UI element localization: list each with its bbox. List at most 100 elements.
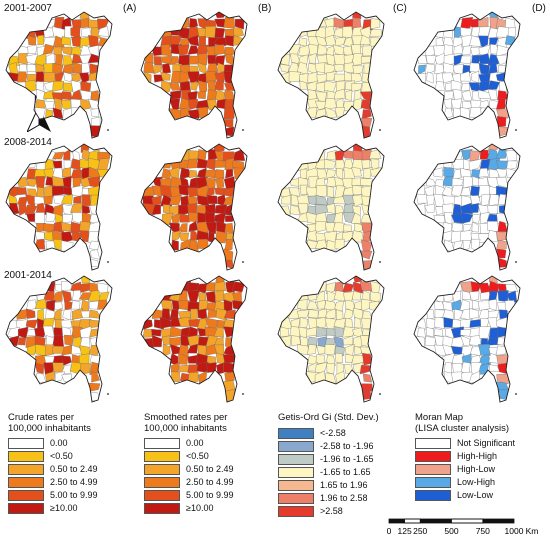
legend-item: -2.58 to -1.96 [278, 441, 408, 453]
scale-tick-500: 500 [444, 526, 458, 536]
municipality-polygon [205, 222, 217, 235]
legend-label: ≥10.00 [186, 503, 214, 513]
municipality-polygon [61, 91, 73, 101]
municipality-polygon [288, 71, 301, 83]
municipality-polygon [62, 214, 73, 224]
legend-crude-title-2: 100,000 inhabitants [8, 423, 91, 434]
municipality-polygon [416, 194, 428, 204]
scale-tick-1000: 1000 [505, 526, 524, 536]
municipality-polygon [434, 63, 445, 74]
legend-label: 5.00 to 9.99 [50, 490, 98, 500]
municipality-polygon [361, 317, 372, 330]
municipality-polygon [471, 221, 479, 233]
map-crude-2001-2007 [5, 11, 113, 139]
legend-label: High-High [457, 451, 498, 461]
municipality-polygon [160, 80, 173, 93]
municipality-polygon [352, 184, 364, 195]
legend-swatch [278, 493, 314, 504]
map-smoothed-2008-2014 [140, 143, 248, 271]
municipality-polygon [151, 65, 163, 75]
legend-label: <0.50 [186, 451, 209, 461]
municipality-polygon [90, 108, 100, 118]
municipality-polygon [344, 353, 355, 363]
legend-item: ≥10.00 [8, 503, 133, 515]
municipality-polygon [453, 63, 464, 76]
municipality-polygon [495, 54, 509, 65]
municipality-polygon [497, 193, 509, 206]
legend-label: <-2.58 [320, 428, 346, 438]
municipality-polygon [424, 45, 435, 57]
municipality-polygon [143, 61, 155, 74]
municipality-polygon [204, 317, 218, 330]
municipality-polygon [325, 168, 337, 180]
municipality-polygon [61, 194, 73, 205]
municipality-polygon [223, 326, 234, 338]
legend-label: Low-Low [457, 490, 494, 500]
municipality-polygon [370, 158, 380, 171]
municipality-polygon [52, 362, 64, 373]
municipality-polygon [214, 344, 225, 358]
municipality-polygon [343, 364, 355, 374]
legend-label: 0.00 [50, 438, 68, 448]
municipality-polygon [54, 371, 65, 383]
legend-item: >2.58 [278, 506, 408, 518]
municipality-polygon [151, 204, 161, 215]
municipality-polygon [206, 99, 218, 111]
municipality-polygon [353, 98, 362, 111]
municipality-polygon [89, 204, 101, 216]
municipality-polygon [51, 185, 65, 197]
municipality-polygon [452, 168, 462, 181]
municipality-polygon [307, 344, 317, 355]
municipality-polygon [73, 195, 82, 204]
municipality-polygon [205, 282, 216, 292]
municipality-polygon [369, 29, 383, 37]
municipality-polygon [308, 52, 317, 64]
municipality-polygon [434, 317, 446, 330]
legend-item: High-High [415, 451, 545, 463]
municipality-polygon [488, 276, 498, 284]
legend-label: 1.65 to 1.96 [320, 480, 368, 490]
municipality-polygon [469, 203, 480, 213]
map-crude-2008-2014 [5, 143, 113, 271]
legend-item: 2.50 to 4.99 [8, 477, 133, 489]
map-smoothed-2001-2014 [140, 275, 248, 403]
scale-tick-0: 0 [387, 526, 392, 536]
municipality-polygon [206, 187, 215, 197]
municipality-polygon [459, 299, 470, 311]
municipality-polygon [360, 99, 371, 111]
municipality-polygon [233, 148, 246, 161]
legend-swatch [278, 467, 314, 478]
municipality-polygon [370, 18, 381, 30]
municipality-polygon [335, 80, 346, 92]
municipality-polygon [469, 150, 481, 162]
municipality-polygon [144, 71, 152, 84]
municipality-polygon [460, 83, 470, 92]
municipality-polygon [52, 81, 65, 92]
legend-swatch [415, 490, 451, 501]
legend-swatch [144, 490, 180, 501]
municipality-polygon [306, 300, 319, 310]
municipality-polygon [362, 352, 372, 366]
municipality-polygon [370, 291, 382, 303]
legend-moran: Moran Map (LISA cluster analysis) Not Si… [415, 412, 545, 502]
municipality-polygon [354, 223, 363, 234]
island-dot [379, 393, 381, 395]
municipality-polygon [478, 326, 491, 339]
legend-crude: Crude rates per 100,000 inhabitants 0.00… [8, 412, 133, 532]
municipality-polygon [323, 158, 337, 170]
municipality-polygon [487, 80, 500, 90]
municipality-polygon [26, 64, 37, 73]
municipality-polygon [279, 64, 290, 73]
municipality-polygon [215, 290, 225, 302]
municipality-polygon [487, 221, 499, 232]
municipality-polygon [487, 229, 498, 243]
municipality-polygon [62, 82, 74, 92]
municipality-polygon [64, 334, 74, 346]
municipality-polygon [70, 202, 83, 214]
municipality-polygon [187, 108, 200, 119]
municipality-polygon [333, 64, 344, 72]
municipality-polygon [62, 55, 74, 66]
municipality-polygon [42, 43, 55, 55]
municipality-polygon [224, 35, 234, 47]
municipality-polygon [187, 158, 199, 169]
